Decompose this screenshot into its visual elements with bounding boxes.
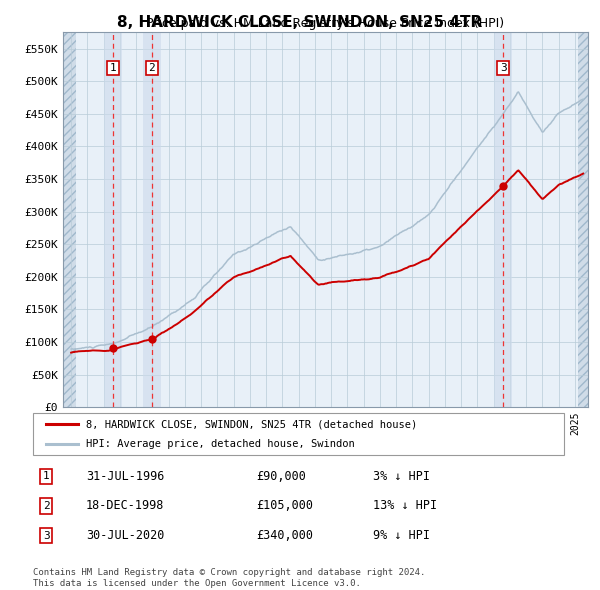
Text: 1: 1 [43, 471, 50, 481]
Text: 31-JUL-1996: 31-JUL-1996 [86, 470, 164, 483]
Text: HPI: Average price, detached house, Swindon: HPI: Average price, detached house, Swin… [86, 439, 355, 449]
FancyBboxPatch shape [33, 413, 564, 455]
Text: 8, HARDWICK CLOSE, SWINDON, SN25 4TR: 8, HARDWICK CLOSE, SWINDON, SN25 4TR [118, 15, 482, 30]
Bar [104, 32, 122, 407]
Title: Price paid vs. HM Land Registry's House Price Index (HPI): Price paid vs. HM Land Registry's House … [146, 17, 505, 30]
Text: 3: 3 [43, 530, 50, 540]
Text: £105,000: £105,000 [256, 500, 313, 513]
Text: 8, HARDWICK CLOSE, SWINDON, SN25 4TR (detached house): 8, HARDWICK CLOSE, SWINDON, SN25 4TR (de… [86, 419, 418, 430]
Text: 13% ↓ HPI: 13% ↓ HPI [373, 500, 437, 513]
Text: 3: 3 [500, 63, 506, 73]
Text: £340,000: £340,000 [256, 529, 313, 542]
Bar [63, 32, 76, 407]
Text: Contains HM Land Registry data © Crown copyright and database right 2024.
This d: Contains HM Land Registry data © Crown c… [33, 568, 425, 588]
Text: 18-DEC-1998: 18-DEC-1998 [86, 500, 164, 513]
Bar [143, 32, 161, 407]
Text: 2: 2 [149, 63, 155, 73]
Text: £90,000: £90,000 [256, 470, 306, 483]
Text: 1: 1 [110, 63, 116, 73]
Text: 3% ↓ HPI: 3% ↓ HPI [373, 470, 430, 483]
Bar [494, 32, 512, 407]
Text: 30-JUL-2020: 30-JUL-2020 [86, 529, 164, 542]
Bar [578, 32, 588, 407]
Text: 2: 2 [43, 501, 50, 511]
Text: 9% ↓ HPI: 9% ↓ HPI [373, 529, 430, 542]
